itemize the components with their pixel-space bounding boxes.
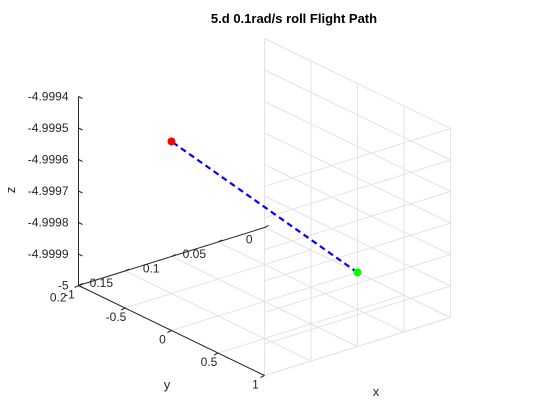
x-tick-label: 1 <box>252 378 259 392</box>
path-point-marker <box>353 268 362 277</box>
z-tick-label: -4.9999 <box>28 247 69 261</box>
z-axis-label: z <box>3 187 18 194</box>
x-axis-ticks: -1 -0.5 0 0.5 1 <box>64 285 265 392</box>
y-tick-mark <box>78 283 83 286</box>
z-tick-mark <box>78 222 83 225</box>
y-tick-label: 0.2 <box>50 291 67 305</box>
y-axis-label: y <box>164 377 171 392</box>
flight-path-line <box>170 140 359 274</box>
path-point-marker <box>167 137 176 146</box>
x-tick-label: 0.5 <box>201 355 218 369</box>
z-tick-label: -4.9998 <box>28 216 69 230</box>
y-tick-mark <box>124 268 130 272</box>
y-tick-label: 0.15 <box>90 276 114 290</box>
x-axis-label: x <box>373 384 380 399</box>
x-tick-label: -1 <box>64 288 75 302</box>
x-tick-mark <box>120 307 126 311</box>
x-tick-mark <box>260 375 265 378</box>
z-axis-ticks: -5 -4.9999 -4.9998 -4.9997 -4.9996 -4.9995 -4.… <box>28 90 83 293</box>
z-tick-mark <box>78 253 83 257</box>
z-tick-mark <box>78 127 83 131</box>
y-tick-label: 0.1 <box>143 262 160 276</box>
y-tick-mark <box>264 225 269 228</box>
side-wall-grid-line <box>264 159 451 219</box>
back-wall-grid-line <box>264 69 451 161</box>
back-wall-grid-line <box>264 101 451 192</box>
side-wall-grid-line <box>264 222 451 282</box>
y-tick-mark <box>217 239 223 243</box>
z-tick-mark <box>78 190 83 194</box>
x-tick-mark <box>213 352 219 356</box>
y-axis-ticks: 0 0.05 0.1 0.15 0.2 <box>50 225 269 305</box>
side-wall-grid-line <box>264 191 451 250</box>
x-tick-mark <box>74 285 79 288</box>
side-wall-grid-line <box>264 254 451 313</box>
x-tick-label: -0.5 <box>106 310 127 324</box>
z-tick-mark <box>78 159 83 162</box>
grid-lines <box>78 38 451 376</box>
back-wall-grid-line <box>264 38 451 129</box>
z-tick-mark <box>78 96 83 99</box>
floor-grid-line <box>124 270 312 362</box>
z-tick-label: -4.9994 <box>28 90 69 104</box>
x-tick-label: 0 <box>159 333 166 347</box>
side-wall-grid-line <box>264 128 451 187</box>
marker-group <box>167 137 362 277</box>
z-tick-label: -4.9997 <box>28 184 69 198</box>
y-tick-mark <box>171 254 176 257</box>
chart-title: 5.d 0.1rad/s roll Flight Path <box>211 11 377 26</box>
z-tick-label: -4.9996 <box>28 153 69 167</box>
series-group <box>170 140 359 274</box>
z-tick-label: -4.9995 <box>28 121 69 135</box>
z-tick-label: -5 <box>58 279 69 293</box>
y-tick-label: 0.05 <box>183 247 207 261</box>
side-wall-grid-line <box>264 317 451 376</box>
side-wall-grid-line <box>264 285 451 345</box>
y-tick-label: 0 <box>246 233 253 247</box>
z-tick-mark <box>78 285 83 288</box>
x-tick-mark <box>167 330 172 333</box>
